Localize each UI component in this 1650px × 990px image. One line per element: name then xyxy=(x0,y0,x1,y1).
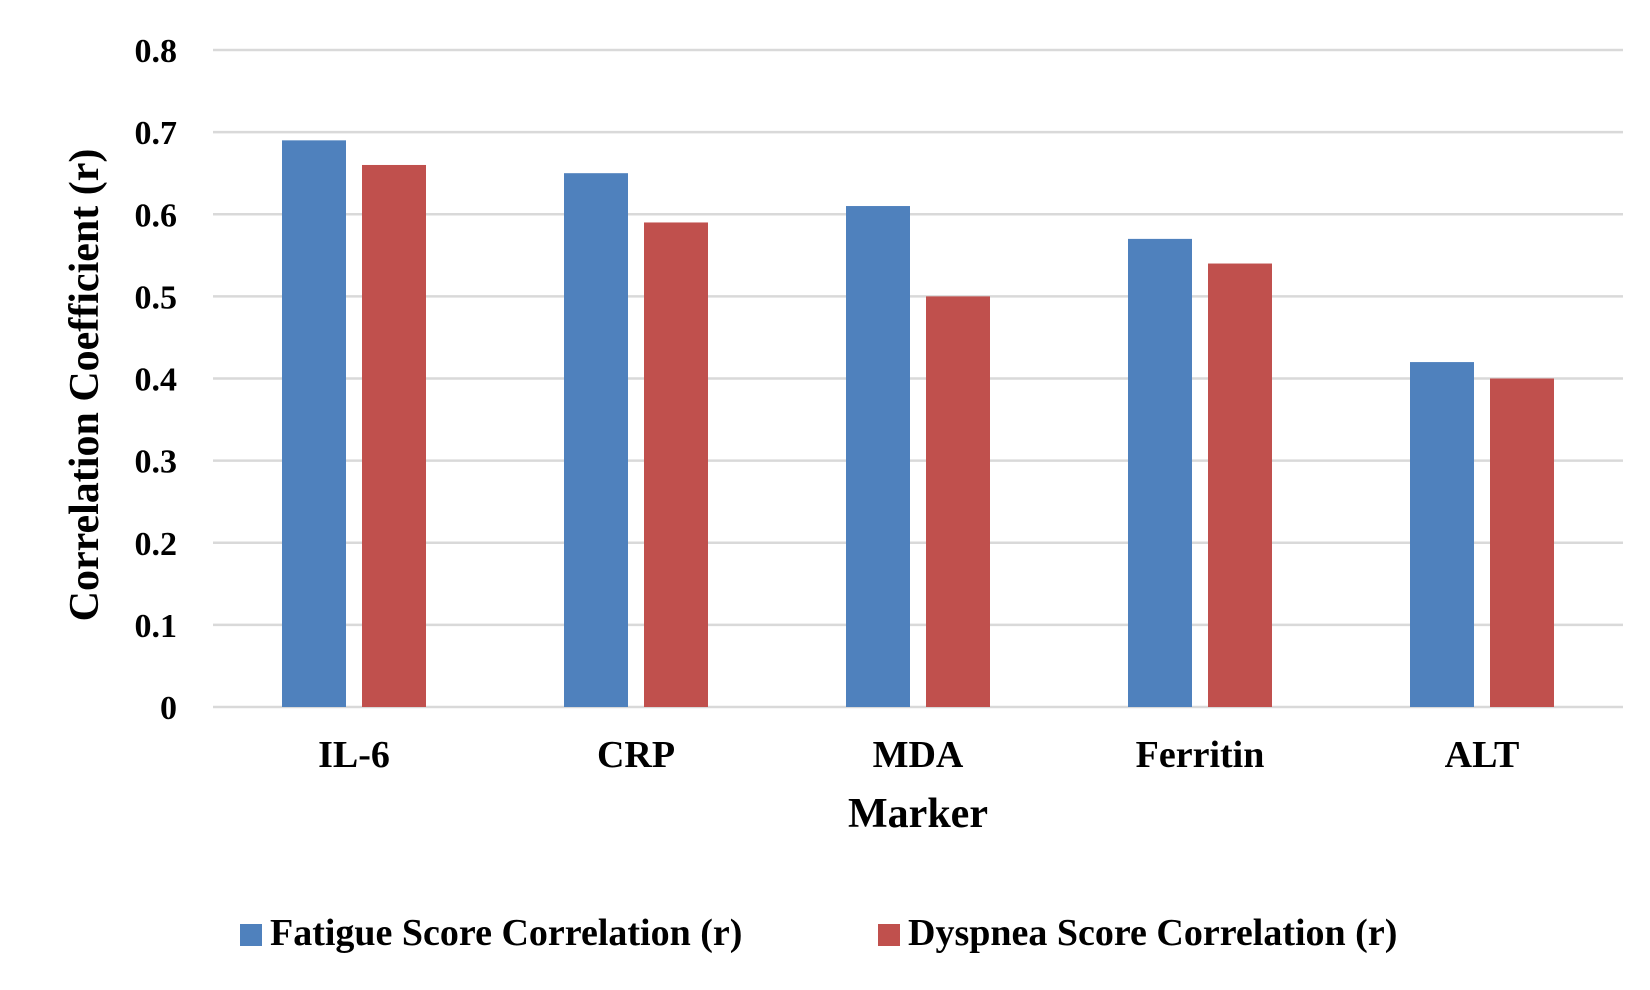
x-axis-ticks: IL-6 CRP MDA Ferritin ALT xyxy=(318,734,1519,776)
legend-label-dyspnea: Dyspnea Score Correlation (r) xyxy=(908,912,1397,954)
bar-dyspnea-alt xyxy=(1490,378,1554,707)
y-axis-title: Correlation Coefficient (r) xyxy=(62,149,108,622)
bar-fatigue-ferritin xyxy=(1128,238,1192,707)
bar-dyspnea-ferritin xyxy=(1208,263,1272,707)
y-tick-label: 0.7 xyxy=(135,115,178,152)
legend: Fatigue Score Correlation (r) Dyspnea Sc… xyxy=(240,912,1397,954)
y-tick-label: 0.6 xyxy=(135,197,178,234)
bar-fatigue-alt xyxy=(1410,362,1474,707)
x-tick-label: CRP xyxy=(597,734,675,776)
bar-fatigue-mda xyxy=(846,206,910,707)
bars xyxy=(282,140,1554,708)
y-tick-label: 0 xyxy=(160,690,177,727)
gridlines xyxy=(213,48,1623,709)
legend-swatch-fatigue xyxy=(240,924,262,946)
x-tick-label: MDA xyxy=(873,734,964,776)
bar-dyspnea-crp xyxy=(644,222,708,707)
y-tick-label: 0.8 xyxy=(135,33,178,70)
x-tick-label: IL-6 xyxy=(318,734,390,776)
y-tick-label: 0.3 xyxy=(135,444,178,481)
bar-fatigue-il-6 xyxy=(282,140,346,707)
y-tick-label: 0.5 xyxy=(135,279,178,316)
y-axis-ticks: 0 0.1 0.2 0.3 0.4 0.5 0.6 0.7 0.8 xyxy=(135,33,178,727)
bar-dyspnea-mda xyxy=(926,296,990,707)
legend-label-fatigue: Fatigue Score Correlation (r) xyxy=(270,912,742,954)
legend-swatch-dyspnea xyxy=(878,924,900,946)
y-tick-label: 0.4 xyxy=(135,362,178,399)
x-tick-label: ALT xyxy=(1445,734,1520,776)
y-tick-label: 0.2 xyxy=(135,526,178,563)
x-axis-title: Marker xyxy=(848,791,988,837)
x-tick-label: Ferritin xyxy=(1136,734,1265,776)
y-tick-label: 0.1 xyxy=(135,608,178,645)
bar-dyspnea-il-6 xyxy=(362,164,426,708)
bar-fatigue-crp xyxy=(564,173,628,707)
